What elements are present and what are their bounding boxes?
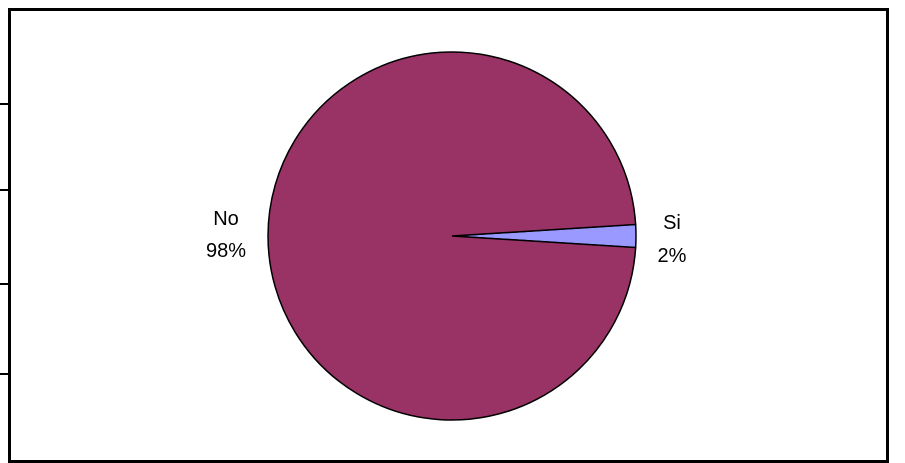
edge-tick-3 [0, 283, 8, 285]
slice-label-no-name: No [213, 208, 239, 230]
edge-tick-2 [0, 189, 8, 191]
pie-slice-no [267, 51, 637, 421]
pie-slices [267, 51, 637, 421]
slice-label-si-percent: 2% [658, 245, 687, 267]
slice-label-si-name: Si [663, 212, 681, 234]
edge-tick-4 [0, 373, 8, 375]
slice-label-no-percent: 98% [206, 240, 246, 262]
edge-tick-1 [0, 103, 8, 105]
